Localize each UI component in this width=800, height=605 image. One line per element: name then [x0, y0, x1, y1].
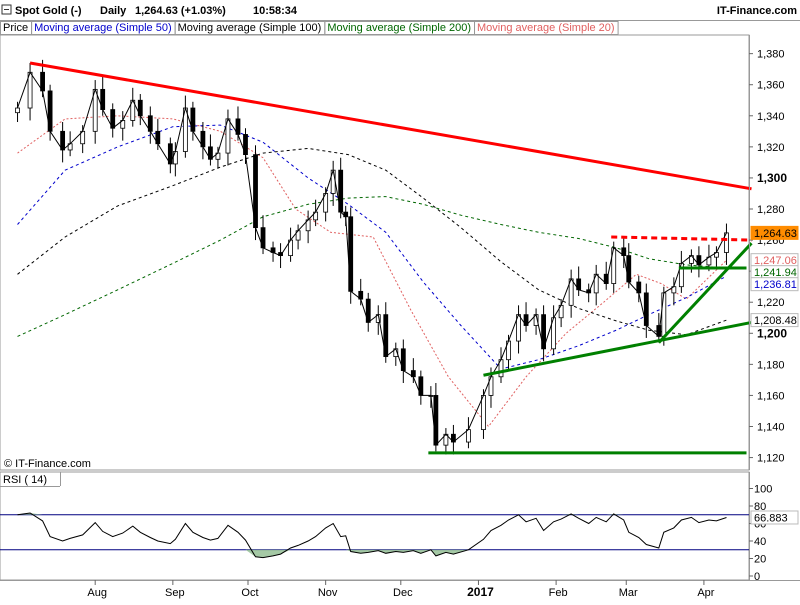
- legend-label: Moving average (Simple 20): [477, 22, 615, 34]
- price-tick-label: 1,160: [757, 390, 785, 402]
- price-close-line: [17, 71, 727, 447]
- legend-label: Moving average (Simple 50): [34, 22, 172, 34]
- legend: Price Moving average (Simple 50) Moving av…: [0, 21, 619, 35]
- time-tick-label: Apr: [697, 587, 714, 599]
- price-tick-label: 1,320: [757, 142, 785, 154]
- price-tick-label: 1,140: [757, 422, 785, 434]
- time-tick-label: Mar: [619, 587, 638, 599]
- svg-text:1,247.06: 1,247.06: [754, 255, 797, 267]
- price-marks: [15, 59, 753, 455]
- header-bar: Spot Gold (-) Daily 1,264.63 (+1.03%) 10…: [0, 0, 800, 20]
- price-tick-label: 1,180: [757, 359, 785, 371]
- legend-label: Moving average (Simple 200): [327, 22, 471, 34]
- trendline-short-resistance[interactable]: [611, 235, 752, 242]
- svg-text:66.883: 66.883: [754, 512, 788, 524]
- legend-item-3[interactable]: Moving average (Simple 200): [324, 21, 476, 35]
- brand-label: IT-Finance.com: [717, 5, 797, 17]
- rsi-tick-label: 20: [754, 554, 766, 566]
- trendline-uptrend-support[interactable]: [483, 320, 752, 377]
- price-candle: [15, 101, 20, 122]
- rsi-tick-label: 80: [754, 501, 766, 513]
- rsi-plot-area: [0, 471, 750, 581]
- svg-text:1,208.48: 1,208.48: [754, 315, 797, 327]
- legend-item-0[interactable]: Price: [0, 21, 33, 35]
- rsi-tick-label: 100: [754, 484, 772, 496]
- rsi-marks: [0, 512, 749, 559]
- trendline-steep-support[interactable]: [657, 242, 753, 344]
- price-axis: 1,1201,1401,1601,1801,2001,2201,2401,260…: [749, 35, 799, 470]
- time-tick-label: Nov: [318, 587, 338, 599]
- price-tick-label: 1,300: [757, 171, 787, 185]
- value-tag-4: 1,208.48: [750, 313, 799, 328]
- last-price-label: 1,264.63 (+1.03%): [135, 5, 226, 17]
- trendline-downtrend-resistance[interactable]: [29, 61, 752, 191]
- rsi-tick-label: 40: [754, 536, 766, 548]
- time-label: 10:58:34: [253, 5, 298, 17]
- time-tick-label: Feb: [549, 587, 568, 599]
- price-tick-label: 1,360: [757, 80, 785, 92]
- time-tick-label: Dec: [393, 587, 413, 599]
- rsi-tick-label: 0: [754, 571, 760, 583]
- instrument-title: Spot Gold (-): [15, 5, 82, 17]
- time-tick-label: Aug: [87, 587, 107, 599]
- value-tag-3: 1,236.81: [750, 277, 799, 292]
- svg-text:1,264.63: 1,264.63: [754, 228, 797, 240]
- legend-item-1[interactable]: Moving average (Simple 50): [31, 21, 176, 35]
- svg-text:1,236.81: 1,236.81: [754, 279, 797, 291]
- ma-line-2: [17, 147, 727, 336]
- price-tick-label: 1,380: [757, 49, 785, 61]
- time-tick-label: Sep: [165, 587, 185, 599]
- rsi-title: RSI ( 14): [3, 474, 47, 486]
- value-tag-1: 1,247.06: [750, 253, 799, 267]
- period-label: Daily: [100, 5, 127, 17]
- value-tag-2: 1,241.94: [750, 265, 799, 280]
- time-axis: Aug Sep Oct Nov Dec 2017 Feb Mar Apr: [0, 580, 800, 599]
- legend-item-2[interactable]: Moving average (Simple 100): [174, 21, 326, 35]
- price-plot-area: [0, 34, 750, 471]
- legend-label: Moving average (Simple 100): [178, 22, 322, 34]
- svg-text:1,241.94: 1,241.94: [754, 267, 797, 279]
- price-tick-label: 1,120: [757, 453, 785, 465]
- price-tick-label: 1,220: [757, 297, 785, 309]
- rsi-line: [17, 512, 727, 559]
- legend-label: Price: [3, 22, 28, 34]
- price-tick-label: 1,200: [757, 326, 787, 340]
- price-tick-label: 1,280: [757, 204, 785, 216]
- watermark: © IT-Finance.com: [4, 458, 91, 470]
- price-tick-label: 1,340: [757, 111, 785, 123]
- time-tick-label: 2017: [467, 585, 494, 599]
- legend-item-4[interactable]: Moving average (Simple 20): [474, 21, 619, 35]
- value-tag-0: 1,264.63: [750, 225, 799, 240]
- ma-line-0: [17, 115, 727, 428]
- time-tick-label: Oct: [241, 587, 258, 599]
- rsi-current-tag: 66.883: [750, 510, 799, 525]
